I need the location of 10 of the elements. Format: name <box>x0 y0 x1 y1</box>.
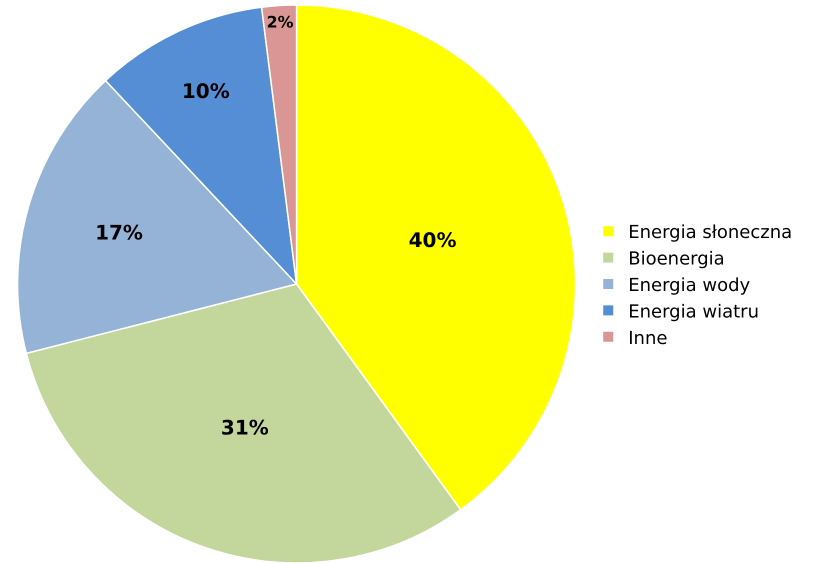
legend-label: Energia słoneczna <box>628 222 792 244</box>
legend-label: Inne <box>628 328 668 349</box>
legend-label: Energia wody <box>628 275 751 296</box>
legend-label: Bioenergia <box>628 248 725 270</box>
data-label: 10% <box>182 79 230 104</box>
legend-label: Energia wiatru <box>628 301 759 322</box>
data-label: 31% <box>220 416 269 440</box>
data-label: 17% <box>95 220 143 244</box>
data-label: 40% <box>408 228 457 252</box>
data-label: 2% <box>266 12 294 32</box>
